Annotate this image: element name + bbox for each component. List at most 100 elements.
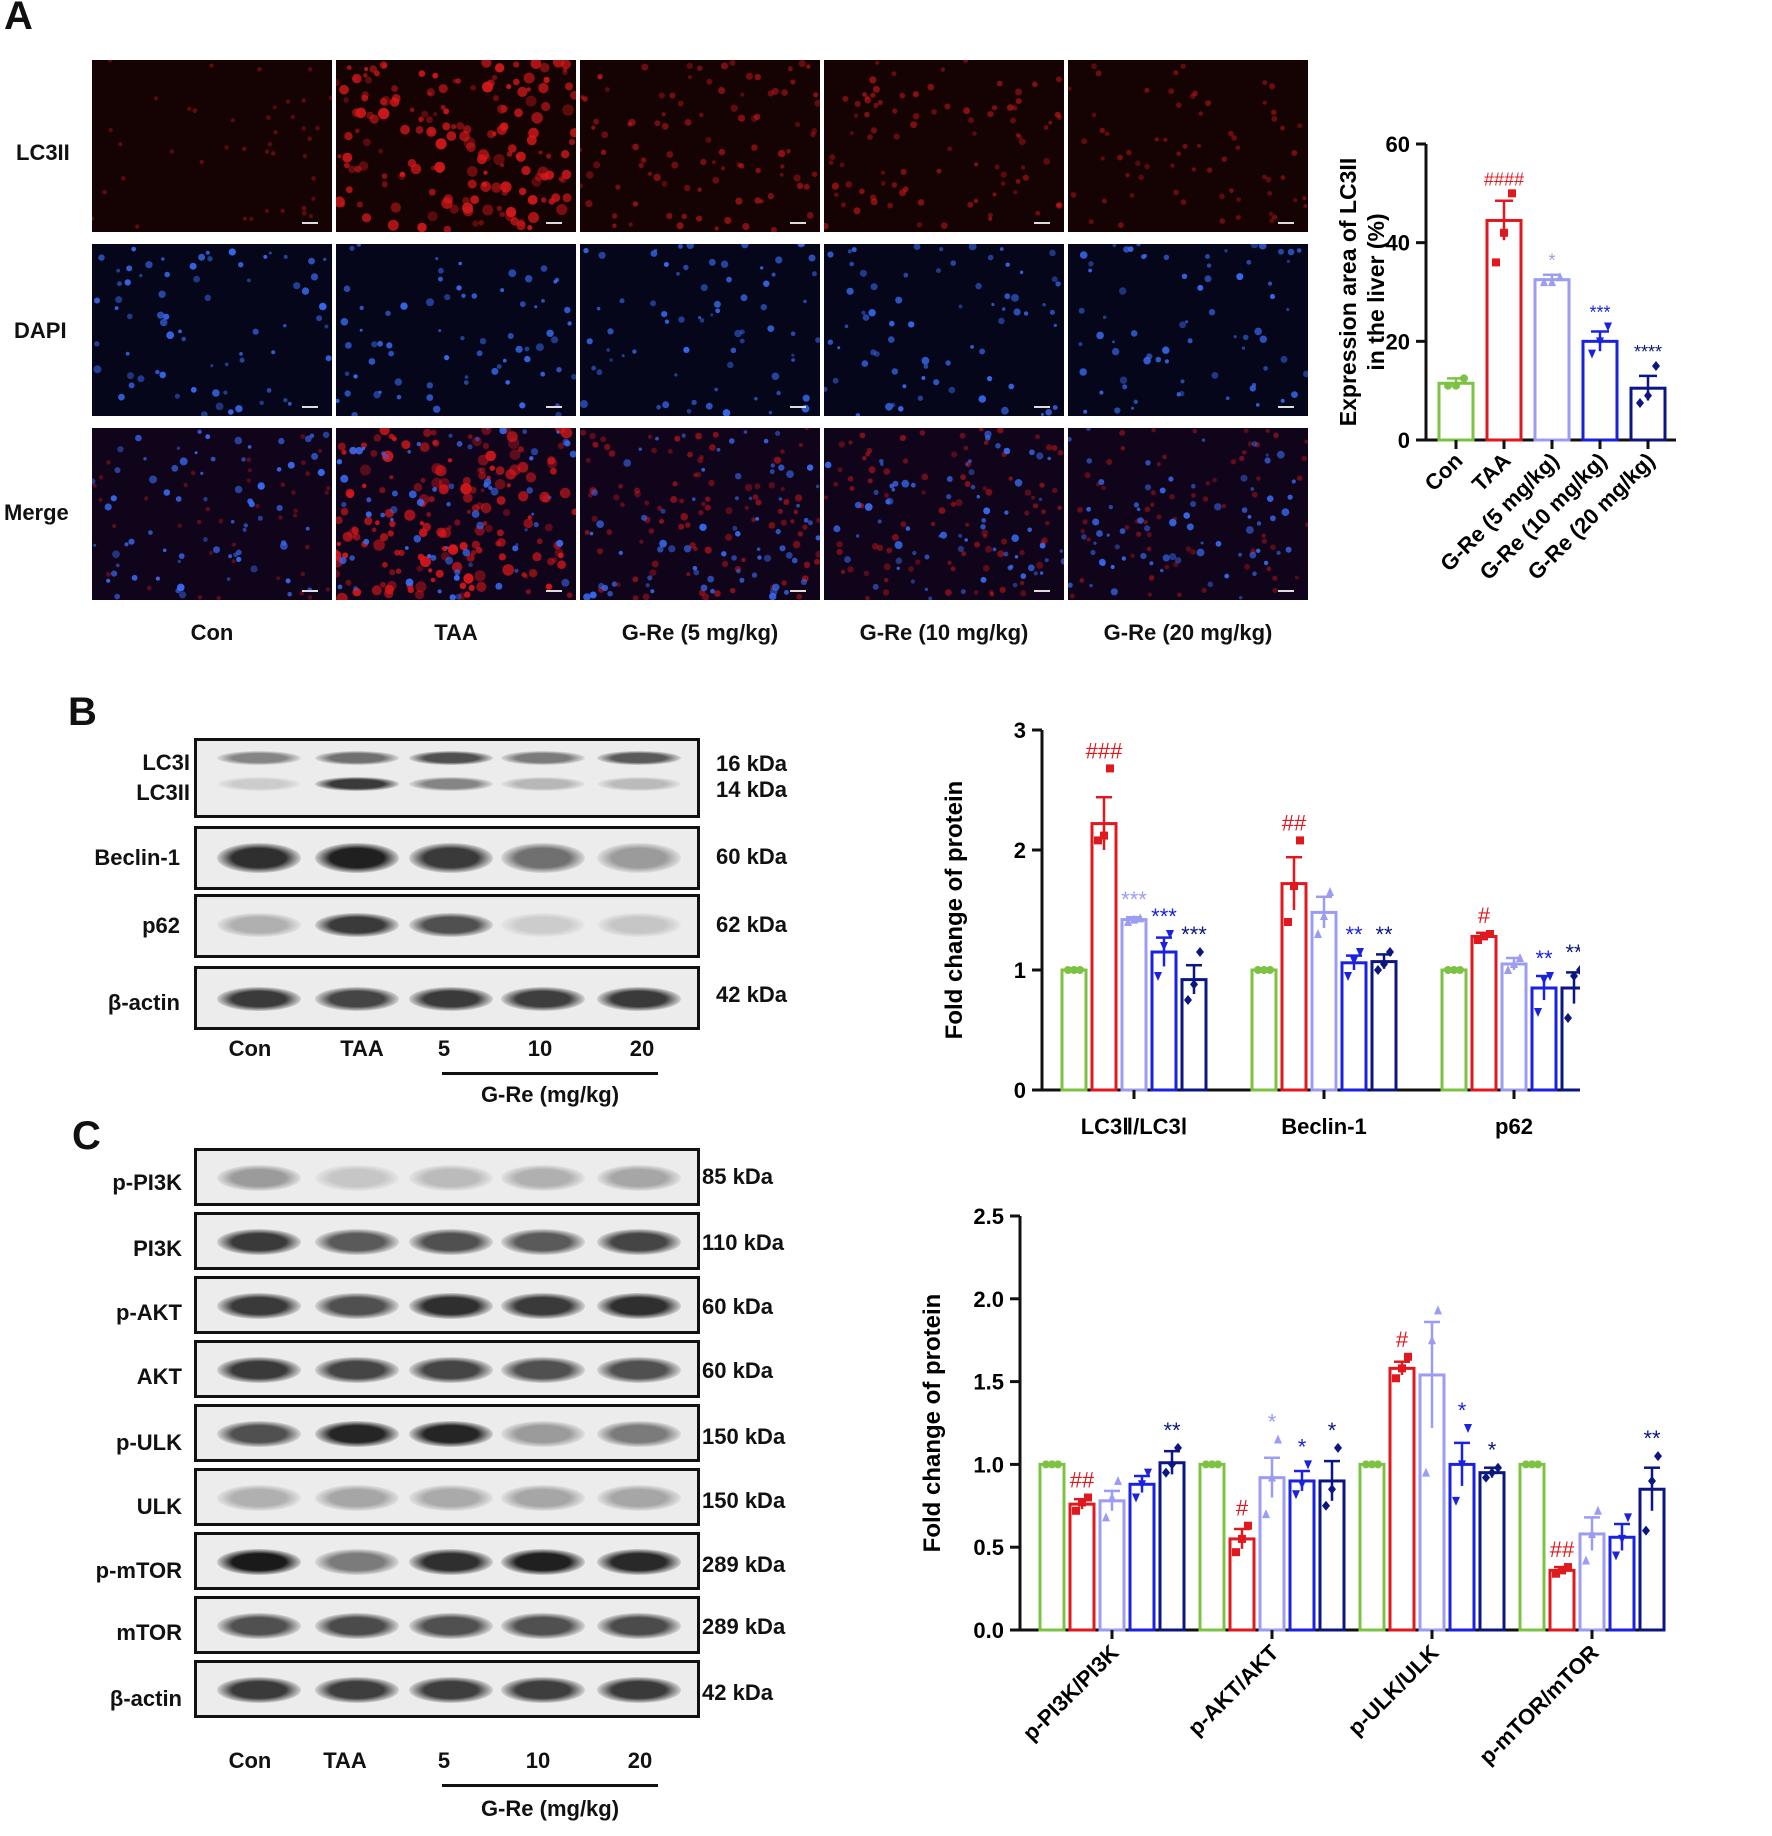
blot-band: [597, 1421, 681, 1447]
data-point: [1450, 966, 1458, 974]
data-point: [1350, 956, 1358, 966]
lane-10-b: 10: [527, 1036, 553, 1061]
significance-label: *: [1298, 1434, 1307, 1459]
data-point: [1558, 1566, 1566, 1575]
blot-band: [501, 1485, 585, 1511]
data-point: [1444, 966, 1452, 974]
blot-band: [409, 987, 493, 1011]
blot-band: [217, 1229, 301, 1255]
label-p62: p62: [142, 913, 180, 938]
blot-band: [501, 1293, 585, 1319]
scale-bar: [546, 590, 562, 592]
col-label-gre20: G-Re (20 mg/kg): [1103, 620, 1273, 645]
y-tick-label: 40: [1386, 231, 1410, 256]
kda-ULK: 150 kDa: [702, 1488, 786, 1513]
kda-beclin1: 60 kDa: [716, 844, 787, 869]
blot-PI3K: [194, 1212, 700, 1270]
data-point: [1636, 398, 1644, 408]
micrograph-merge-1: [92, 428, 332, 600]
blot-bactin: [194, 1660, 700, 1718]
scale-bar: [546, 406, 562, 408]
x-tick-label: Con: [1420, 448, 1468, 496]
blot-band: [597, 1549, 681, 1575]
blot-band: [315, 843, 399, 873]
data-point: [1594, 1505, 1602, 1515]
data-point: [1564, 1013, 1572, 1023]
bar: [1448, 1462, 1476, 1632]
data-point: [1284, 918, 1292, 926]
data-point: [1644, 390, 1652, 401]
significance-label: ##: [1550, 1537, 1575, 1562]
micrograph-lc3ii-4: [824, 60, 1064, 232]
data-point: [1452, 1496, 1460, 1506]
data-point: [1510, 959, 1518, 968]
bar: [1250, 968, 1278, 1092]
label-pULK: p-ULK: [116, 1430, 182, 1455]
data-point: [1238, 1534, 1246, 1543]
bar: [1258, 1476, 1286, 1632]
blot-band: [501, 843, 585, 873]
significance-label: *: [1268, 1410, 1277, 1435]
blot-band: [501, 913, 585, 937]
data-point: [1084, 1493, 1092, 1502]
data-point: [1534, 1008, 1542, 1017]
data-point: [1114, 1475, 1122, 1485]
scale-bar: [302, 222, 318, 224]
data-point: [1106, 764, 1114, 773]
significance-label: ##: [1070, 1468, 1095, 1493]
bar: [1608, 1535, 1636, 1632]
blot-band: [315, 987, 399, 1011]
data-point: [1184, 995, 1192, 1005]
blot-band: [217, 1613, 301, 1639]
data-point: [1374, 1460, 1382, 1469]
micrograph-lc3ii-2: [336, 60, 576, 232]
data-point: [1054, 1460, 1062, 1469]
group-label-b: G-Re (mg/kg): [480, 1082, 620, 1107]
data-point: [1564, 1563, 1572, 1572]
blot-band: [217, 1421, 301, 1447]
kda-bactin: 42 kDa: [702, 1680, 773, 1705]
data-point: [1516, 953, 1524, 962]
row-label-dapi: DAPI: [14, 318, 67, 343]
blot-pULK: [194, 1404, 700, 1462]
scale-bar: [1278, 222, 1294, 224]
bar: [1370, 960, 1398, 1092]
blot-band: [315, 1677, 399, 1703]
data-point: [1326, 887, 1334, 896]
bar: [1280, 882, 1308, 1092]
data-point: [1368, 1460, 1376, 1469]
data-point: [1452, 381, 1460, 390]
blot-band: [217, 751, 301, 765]
blot-band: [217, 1485, 301, 1511]
data-point: [1458, 1460, 1466, 1470]
label-ULK: ULK: [136, 1494, 182, 1519]
significance-label: ##: [1282, 810, 1307, 835]
bar: [1358, 1462, 1386, 1632]
significance-label: #: [1236, 1496, 1249, 1521]
bar: [1090, 822, 1118, 1092]
label-bactin-b: β-actin: [107, 990, 180, 1015]
y-tick-label: 2.5: [973, 1204, 1004, 1229]
bar: [1318, 1479, 1346, 1632]
blot-band: [315, 1357, 399, 1383]
bar: [1060, 968, 1088, 1092]
y-tick-label: 0.0: [973, 1618, 1004, 1643]
data-point: [1460, 374, 1468, 383]
data-point: [1422, 1467, 1430, 1477]
blot-band: [315, 913, 399, 937]
blot-pmTOR: [194, 1532, 700, 1590]
data-point: [1078, 1498, 1086, 1507]
significance-label: ****: [1634, 342, 1662, 362]
data-point: [1328, 1484, 1336, 1495]
blot-band: [217, 1549, 301, 1575]
row-label-merge: Merge: [4, 500, 69, 525]
x-tick-label: p-mTOR/mTOR: [1474, 1640, 1604, 1770]
blot-band: [597, 1293, 681, 1319]
bar: [1533, 278, 1571, 442]
data-point: [1102, 1512, 1110, 1522]
scale-bar: [302, 590, 318, 592]
blot-band: [409, 777, 493, 791]
kda-PI3K: 110 kDa: [702, 1230, 784, 1255]
